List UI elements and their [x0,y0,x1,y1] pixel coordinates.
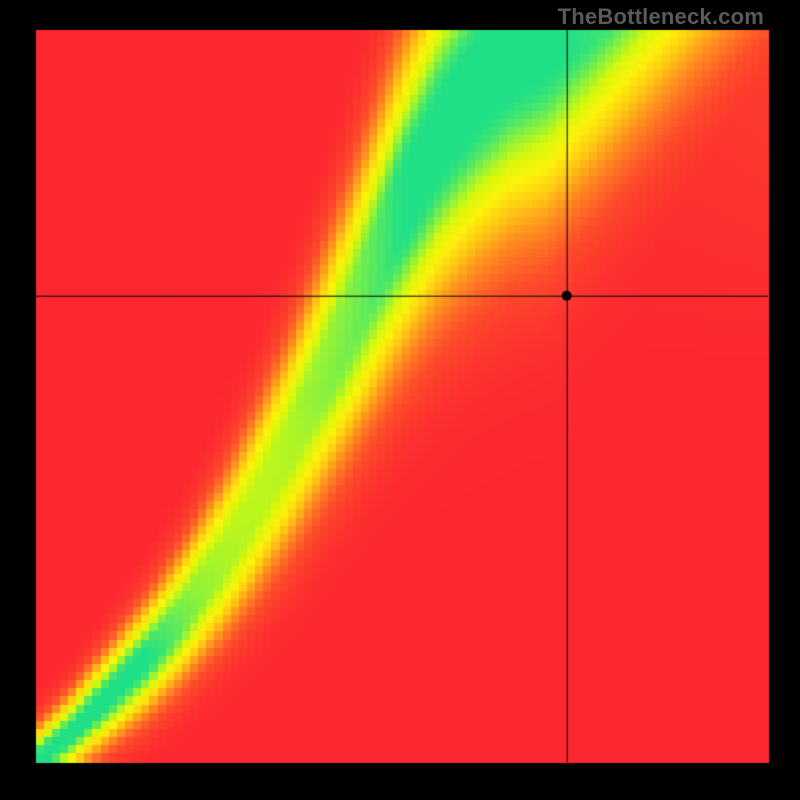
watermark-text: TheBottleneck.com [558,4,764,30]
heatmap-canvas [0,0,800,800]
chart-container: TheBottleneck.com [0,0,800,800]
